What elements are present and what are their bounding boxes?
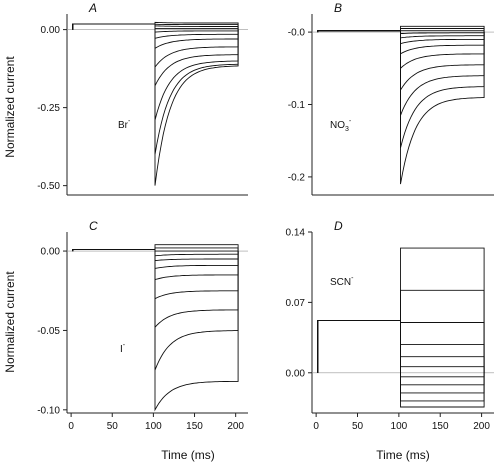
y-tick-label-c: 0.00 <box>41 247 61 258</box>
current-trace-a-10 <box>72 23 239 121</box>
current-trace-d-1 <box>317 247 485 373</box>
x-tick-label-d: 50 <box>352 421 364 432</box>
current-trace-d-9 <box>317 320 485 394</box>
current-trace-a-8 <box>72 23 239 69</box>
current-trace-a-3 <box>72 23 239 30</box>
ion-label-b: NO3- <box>330 118 352 133</box>
current-trace-c-10 <box>72 249 239 371</box>
y-tick-label-d: 0.14 <box>286 228 306 239</box>
x-axis-title-left: Time (ms) <box>161 448 215 462</box>
x-tick-label-c: 50 <box>107 421 119 432</box>
current-trace-c-6 <box>72 249 239 270</box>
current-trace-b-3 <box>317 30 485 33</box>
current-trace-c-11 <box>72 249 239 412</box>
current-trace-d-10 <box>317 320 485 402</box>
y-tick-label-b: -0.2 <box>288 172 306 183</box>
panel-letter-d: D <box>334 219 343 233</box>
y-tick-label-a: -0.25 <box>37 103 60 114</box>
y-tick-label-c: -0.10 <box>37 405 60 416</box>
panel-a: 0.00 -0.25 -0.50 A Br- <box>37 1 248 196</box>
current-trace-b-11 <box>317 30 485 149</box>
current-trace-b-7 <box>317 30 485 55</box>
y-tick-label-a: -0.50 <box>37 181 60 192</box>
y-axis-title-bottom: Normalized current <box>3 271 17 373</box>
x-tick-label-c: 100 <box>145 421 162 432</box>
current-trace-d-2 <box>317 289 485 373</box>
current-trace-c-9 <box>72 249 239 329</box>
current-trace-a-6 <box>72 23 239 39</box>
panel-c: 0.00 -0.05 -0.10 0 50 100 150 200 C I- <box>37 219 248 432</box>
current-trace-b-8 <box>317 30 485 70</box>
x-tick-label-c: 150 <box>186 421 203 432</box>
current-trace-a-4 <box>72 23 239 30</box>
current-trace-b-5 <box>317 30 485 39</box>
current-trace-c-2 <box>72 247 239 252</box>
current-trace-a-11 <box>72 23 239 155</box>
current-trace-c-5 <box>72 249 239 262</box>
x-tick-label-d: 200 <box>473 421 490 432</box>
x-tick-label-c: 0 <box>68 421 74 432</box>
current-trace-a-9 <box>72 23 239 87</box>
current-trace-c-7 <box>72 249 239 281</box>
current-trace-a-1 <box>72 21 239 30</box>
current-trace-b-1 <box>317 25 485 33</box>
current-trace-c-4 <box>72 249 239 257</box>
current-trace-c-8 <box>72 249 239 300</box>
x-tick-label-d: 150 <box>432 421 449 432</box>
panels: 0.00 -0.25 -0.50 A Br- -0.0 -0.1 -0.2 B NO3- 0.00 -… <box>37 1 494 432</box>
current-trace-b-6 <box>317 30 485 45</box>
y-tick-label-d: 0.07 <box>286 298 306 309</box>
x-tick-label-c: 200 <box>227 421 244 432</box>
current-trace-b-9 <box>317 30 485 92</box>
current-trace-a-7 <box>72 23 239 50</box>
ion-label-d: SCN- <box>330 275 354 288</box>
current-trace-d-4 <box>317 320 485 373</box>
x-tick-label-d: 0 <box>313 421 319 432</box>
x-tick-label-d: 100 <box>391 421 408 432</box>
y-tick-label-b: -0.1 <box>288 100 306 111</box>
panel-b: -0.0 -0.1 -0.2 B NO3- <box>288 1 494 196</box>
current-trace-c-1 <box>72 244 239 252</box>
current-trace-a-12 <box>72 23 239 186</box>
y-axis-title-top: Normalized current <box>3 56 17 158</box>
current-trace-d-8 <box>317 320 485 386</box>
y-tick-label-c: -0.05 <box>37 326 60 337</box>
current-trace-d-11 <box>317 320 485 408</box>
current-trace-b-10 <box>317 30 485 116</box>
current-trace-b-4 <box>317 30 485 34</box>
current-trace-d-5 <box>317 320 485 373</box>
ion-label-a: Br- <box>118 118 131 131</box>
current-trace-c-3 <box>72 249 239 252</box>
y-tick-label-b: -0.0 <box>288 28 306 39</box>
current-trace-b-12 <box>317 30 485 185</box>
x-axis-title-right: Time (ms) <box>376 448 430 462</box>
panel-letter-c: C <box>89 219 98 233</box>
current-trace-d-3 <box>317 320 485 373</box>
y-tick-label-d: 0.00 <box>286 368 306 379</box>
current-trace-a-2 <box>72 23 239 30</box>
current-trace-d-7 <box>317 320 485 378</box>
current-trace-b-2 <box>317 28 485 33</box>
panel-letter-b: B <box>334 1 342 15</box>
ion-label-c: I- <box>120 342 126 355</box>
current-trace-d-6 <box>317 320 485 373</box>
panel-d: 0.14 0.07 0.00 0 50 100 150 200 D SCN- <box>286 219 494 432</box>
current-trace-a-5 <box>72 23 239 33</box>
panel-letter-a: A <box>88 1 97 15</box>
y-tick-label-a: 0.00 <box>41 25 61 36</box>
